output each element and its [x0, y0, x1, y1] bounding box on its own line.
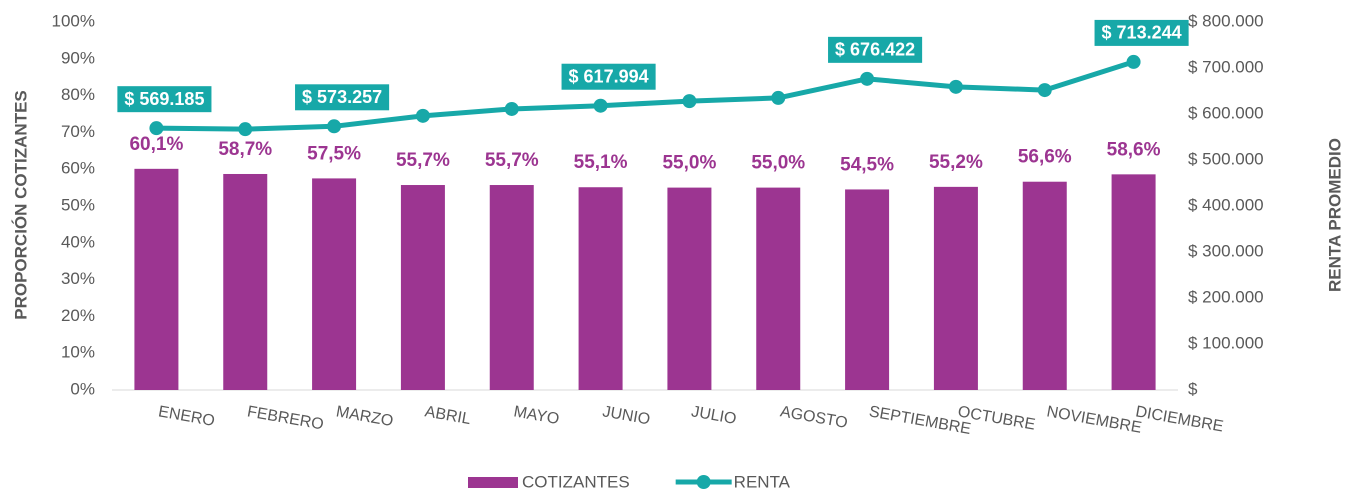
bar-value-label: 57,5%	[307, 143, 361, 164]
bar	[845, 189, 890, 390]
y-tick-label: 80%	[61, 85, 95, 104]
y2-axis-title: RENTA PROMEDIO	[1325, 138, 1344, 292]
x-tick-label: JULIO	[690, 403, 738, 428]
line-point	[1037, 83, 1052, 98]
bar	[134, 168, 179, 390]
y-tick-label: 30%	[61, 269, 95, 288]
bar-value-label: 55,7%	[396, 150, 450, 171]
legend-label: COTIZANTES	[522, 472, 630, 491]
value-label-box	[1094, 19, 1189, 46]
bar-value-label: 54,5%	[840, 154, 894, 175]
y2-tick-label: $ 800.000	[1188, 11, 1264, 30]
x-tick-label: ENERO	[157, 403, 216, 430]
y2-tick-label: $ 600.000	[1188, 103, 1264, 122]
line-point	[948, 79, 963, 94]
y-axis-title: PROPORCIÓN COTIZANTES	[11, 90, 30, 320]
bar-value-label: 60,1%	[129, 134, 183, 155]
x-tick-label: DICIEMBRE	[1134, 403, 1225, 435]
legend-swatch	[468, 477, 518, 488]
legend-swatch-point	[696, 475, 711, 489]
value-label-box	[295, 84, 390, 111]
y2-tick-label: $ 400.000	[1188, 195, 1264, 214]
y-tick-label: 20%	[61, 306, 95, 325]
bar-value-label: 55,0%	[751, 153, 805, 174]
line-value-label: $ 569.185	[124, 89, 204, 109]
bar	[489, 185, 534, 390]
y-tick-label: 10%	[61, 343, 95, 362]
y2-tick-label: $ 200.000	[1188, 287, 1264, 306]
bar-value-label: 55,1%	[574, 152, 628, 173]
x-tick-label: MARZO	[335, 403, 395, 430]
x-tick-label: ABRIL	[423, 403, 472, 428]
line-point	[682, 94, 697, 109]
bar	[667, 187, 712, 390]
y2-tick-label: $ 100.000	[1188, 333, 1264, 352]
line-point	[149, 121, 164, 136]
y2-tick-label: $	[1188, 379, 1198, 398]
legend-label: RENTA	[734, 472, 791, 491]
line-point	[771, 90, 786, 105]
bar	[1111, 174, 1156, 390]
bar	[400, 185, 445, 390]
bar-value-label: 56,6%	[1018, 147, 1072, 168]
x-tick-label: NOVIEMBRE	[1045, 403, 1143, 436]
y-tick-label: 70%	[61, 122, 95, 141]
y-tick-label: 40%	[61, 232, 95, 251]
y-tick-label: 100%	[52, 11, 95, 30]
bar	[223, 173, 268, 390]
value-label-box	[561, 63, 656, 90]
y-tick-label: 0%	[70, 379, 95, 398]
line-point	[1126, 54, 1141, 69]
bar-value-label: 55,0%	[662, 153, 716, 174]
value-label-box	[117, 86, 212, 113]
line-point	[415, 108, 430, 123]
y-tick-label: 50%	[61, 195, 95, 214]
bar-value-label: 58,6%	[1107, 139, 1161, 160]
value-label-box	[828, 36, 923, 63]
y2-tick-label: $ 300.000	[1188, 241, 1264, 260]
line-point	[238, 122, 253, 137]
line-point	[593, 98, 608, 113]
x-tick-label: AGOSTO	[779, 403, 849, 432]
line-point	[860, 71, 875, 86]
line-value-label: $ 617.994	[569, 66, 649, 86]
x-tick-label: JUNIO	[601, 403, 651, 428]
bar	[312, 178, 357, 390]
line	[156, 59, 1135, 132]
line-value-label: $ 573.257	[302, 87, 382, 107]
bar	[756, 187, 801, 390]
bar-value-label: 55,7%	[485, 150, 539, 171]
y-tick-label: 60%	[61, 159, 95, 178]
y2-tick-label: $ 500.000	[1188, 149, 1264, 168]
x-tick-label: FEBRERO	[246, 403, 325, 433]
bar	[933, 186, 978, 390]
y-tick-label: 90%	[61, 48, 95, 67]
x-tick-label: MAYO	[512, 403, 560, 428]
bar-value-label: 58,7%	[218, 139, 272, 160]
line-point	[327, 119, 342, 134]
line-value-label: $ 713.244	[1102, 23, 1182, 43]
y2-tick-label: $ 700.000	[1188, 57, 1264, 76]
bar-value-label: 55,2%	[929, 152, 983, 173]
line-point	[504, 101, 519, 116]
bar	[578, 187, 623, 390]
line-value-label: $ 676.422	[835, 40, 915, 60]
bar	[1022, 181, 1067, 390]
x-tick-label: SEPTIEMBRE	[868, 403, 973, 438]
